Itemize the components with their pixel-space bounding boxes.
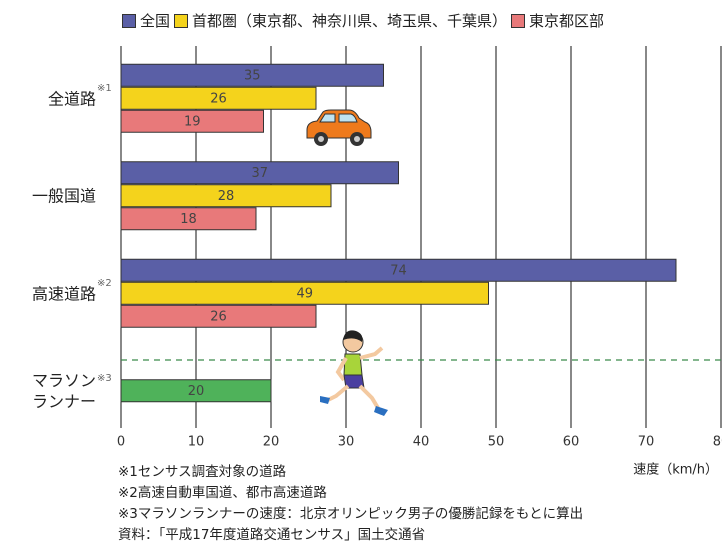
- note: ※2高速自動車国道、都市高速道路: [118, 485, 327, 501]
- bar: [120, 258, 677, 282]
- legend-item: 全国: [122, 10, 170, 31]
- bar: [120, 207, 257, 231]
- value-label: 49: [296, 286, 313, 301]
- bar: [120, 184, 332, 208]
- category-note: ※2: [97, 277, 112, 289]
- value-label: 37: [251, 166, 268, 181]
- x-tick-label: 70: [638, 435, 655, 450]
- category-text: 高速道路: [32, 284, 97, 304]
- note: 資料：「平成17年度道路交通センサス」国土交通省: [118, 527, 426, 543]
- value-label: 20: [188, 384, 205, 399]
- legend: 全国 首都圏（東京都、神奈川県、埼玉県、千葉県） 東京都区部: [122, 10, 608, 31]
- bar: [120, 63, 384, 87]
- runner-icon: [320, 330, 388, 416]
- value-label: 26: [210, 91, 227, 106]
- legend-item: 東京都区部: [511, 10, 604, 31]
- x-tick-label: 80: [713, 435, 722, 450]
- note: ※1センサス調査対象の道路: [118, 464, 287, 480]
- bar: [120, 109, 264, 133]
- category-text: 一般国道: [32, 186, 97, 206]
- bar: [120, 379, 272, 403]
- category-note: ※1: [97, 82, 112, 94]
- bar: [120, 304, 317, 328]
- bar: [120, 281, 489, 305]
- category-label: 高速道路: [0, 283, 96, 304]
- legend-label: 東京都区部: [529, 12, 605, 30]
- value-label: 19: [184, 114, 201, 129]
- category-label: 全道路: [0, 88, 96, 109]
- car-icon: [306, 109, 372, 146]
- x-tick-label: 20: [263, 435, 280, 450]
- value-label: 35: [244, 68, 261, 83]
- x-tick-label: 50: [488, 435, 505, 450]
- legend-swatch: [511, 13, 526, 28]
- value-label: 28: [218, 189, 235, 204]
- note: ※3マラソンランナーの速度：北京オリンピック男子の優勝記録をもとに算出: [118, 506, 584, 522]
- legend-swatch: [122, 13, 136, 28]
- category-note: ※3: [97, 373, 112, 385]
- bar: [120, 86, 317, 110]
- bar: [120, 161, 399, 185]
- x-axis-label: 速度（km/h）: [633, 462, 718, 478]
- grid: 0 10 20 30 40 50 60 70 80: [117, 46, 722, 450]
- x-tick-label: 40: [413, 435, 430, 450]
- x-tick-label: 10: [188, 435, 205, 450]
- legend-item: 首都圏（東京都、神奈川県、埼玉県、千葉県）: [174, 10, 507, 31]
- notes: ※1センサス調査対象の道路 ※2高速自動車国道、都市高速道路 ※3マラソンランナーの…: [118, 462, 583, 546]
- legend-swatch: [174, 13, 189, 28]
- value-label: 18: [180, 212, 197, 227]
- category-label: マラソンランナー: [0, 370, 96, 412]
- bars: 35 26 19 37 28 18 74 49 26 20: [120, 63, 677, 403]
- legend-label: 首都圏（東京都、神奈川県、埼玉県、千葉県）: [192, 12, 508, 30]
- value-label: 74: [390, 263, 407, 278]
- category-text: 全道路: [47, 89, 96, 109]
- legend-label: 全国: [140, 12, 171, 30]
- category-text: マラソンランナー: [32, 371, 97, 412]
- category-label: 一般国道: [0, 186, 96, 207]
- value-label: 26: [210, 309, 227, 324]
- x-tick-label: 30: [338, 435, 355, 450]
- x-tick-label: 60: [563, 435, 580, 450]
- x-tick-label: 0: [117, 435, 125, 450]
